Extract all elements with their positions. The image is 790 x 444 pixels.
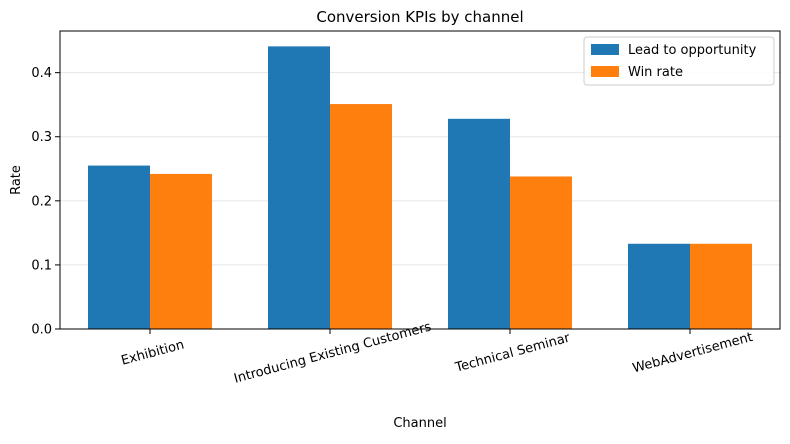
- chart-title: Conversion KPIs by channel: [316, 8, 523, 26]
- bar-win-rate-exhibition: [150, 173, 212, 329]
- x-axis: Exhibition Introducing Existing Customers…: [120, 319, 755, 386]
- y-axis-label: Rate: [9, 165, 24, 195]
- legend-box: [583, 36, 775, 86]
- legend-swatch-lead-to-opportunity: [591, 44, 619, 55]
- bars-layer: [88, 46, 752, 329]
- y-axis: 0.0 0.1 0.2 0.3 0.4: [31, 66, 60, 338]
- x-tick-label: WebAdvertisement: [631, 330, 754, 377]
- bar-win-rate-introducing-existing-customers: [330, 104, 392, 329]
- y-tick-label: 0.4: [31, 66, 52, 81]
- bar-win-rate-technical-seminar: [510, 176, 572, 329]
- y-tick-label: 0.3: [31, 130, 52, 145]
- legend: Lead to opportunity Win rate: [583, 36, 775, 86]
- legend-label-lead-to-opportunity: Lead to opportunity: [628, 43, 757, 58]
- plot-frame: [59, 30, 781, 330]
- bar-lead-to-opportunity-technical-seminar: [448, 118, 510, 329]
- legend-label-win-rate: Win rate: [628, 65, 683, 80]
- bar-lead-to-opportunity-exhibition: [88, 165, 150, 329]
- y-tick-label: 0.2: [31, 194, 52, 209]
- bar-win-rate-webadvertisement: [690, 243, 752, 329]
- x-tick-label: Introducing Existing Customers: [232, 319, 433, 386]
- bar-lead-to-opportunity-introducing-existing-customers: [268, 46, 330, 329]
- y-tick-label: 0.1: [31, 258, 52, 273]
- x-tick-label: Technical Seminar: [453, 330, 572, 375]
- x-axis-label: Channel: [393, 416, 446, 431]
- bar-lead-to-opportunity-webadvertisement: [628, 243, 690, 329]
- x-tick-label: Exhibition: [120, 338, 186, 369]
- legend-swatch-win-rate: [591, 66, 619, 77]
- y-tick-label: 0.0: [31, 323, 52, 338]
